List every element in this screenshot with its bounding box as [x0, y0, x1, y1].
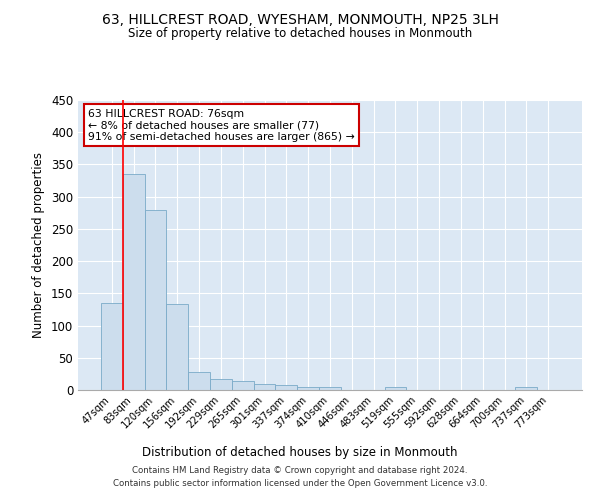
Bar: [319, 387, 341, 390]
Text: Size of property relative to detached houses in Monmouth: Size of property relative to detached ho…: [128, 28, 472, 40]
Bar: [254, 384, 275, 390]
Bar: [166, 304, 188, 390]
Bar: [515, 387, 537, 390]
Text: Contains HM Land Registry data © Crown copyright and database right 2024.
Contai: Contains HM Land Registry data © Crown c…: [113, 466, 487, 487]
Text: 63 HILLCREST ROAD: 76sqm
← 8% of detached houses are smaller (77)
91% of semi-de: 63 HILLCREST ROAD: 76sqm ← 8% of detache…: [88, 108, 355, 142]
Bar: [275, 386, 297, 390]
Bar: [188, 372, 210, 390]
Y-axis label: Number of detached properties: Number of detached properties: [32, 152, 46, 338]
Bar: [145, 210, 166, 390]
Bar: [101, 303, 123, 390]
Bar: [123, 174, 145, 390]
Bar: [210, 379, 232, 390]
Bar: [297, 387, 319, 390]
Bar: [232, 381, 254, 390]
Text: 63, HILLCREST ROAD, WYESHAM, MONMOUTH, NP25 3LH: 63, HILLCREST ROAD, WYESHAM, MONMOUTH, N…: [101, 12, 499, 26]
Bar: [385, 387, 406, 390]
Text: Distribution of detached houses by size in Monmouth: Distribution of detached houses by size …: [142, 446, 458, 459]
